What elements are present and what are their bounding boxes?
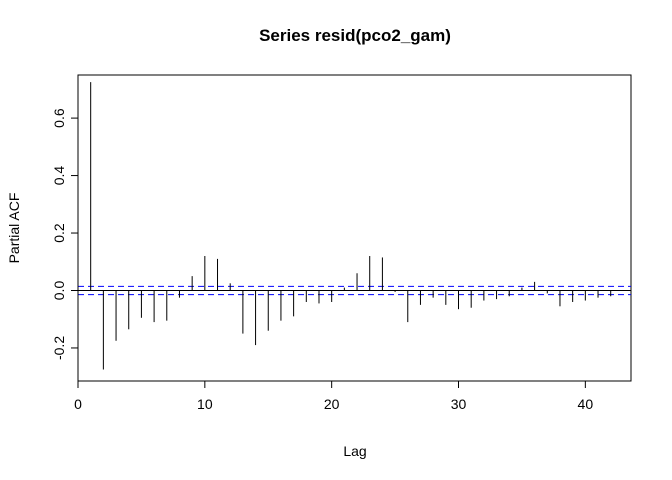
x-axis-label: Lag (343, 443, 366, 459)
x-tick-label: 20 (324, 396, 340, 412)
pacf-bars (90, 82, 612, 370)
y-tick-label: -0.2 (51, 336, 67, 360)
x-axis: 0 10 20 30 40 (74, 380, 594, 412)
chart-title: Series resid(pco2_gam) (259, 26, 451, 45)
plot-box (77, 74, 632, 382)
y-axis: -0.2 0.0 0.2 0.4 0.6 (51, 108, 79, 360)
y-axis-label: Partial ACF (6, 193, 22, 264)
x-tick-label: 10 (197, 396, 213, 412)
y-tick-label: 0.6 (51, 108, 67, 128)
x-tick-label: 40 (578, 396, 594, 412)
y-tick-label: 0.4 (51, 166, 67, 186)
y-tick-label: 0.0 (51, 281, 67, 301)
y-tick-label: 0.2 (51, 223, 67, 243)
x-tick-label: 0 (74, 396, 82, 412)
confidence-bounds (78, 285, 631, 296)
x-tick-label: 30 (451, 396, 467, 412)
